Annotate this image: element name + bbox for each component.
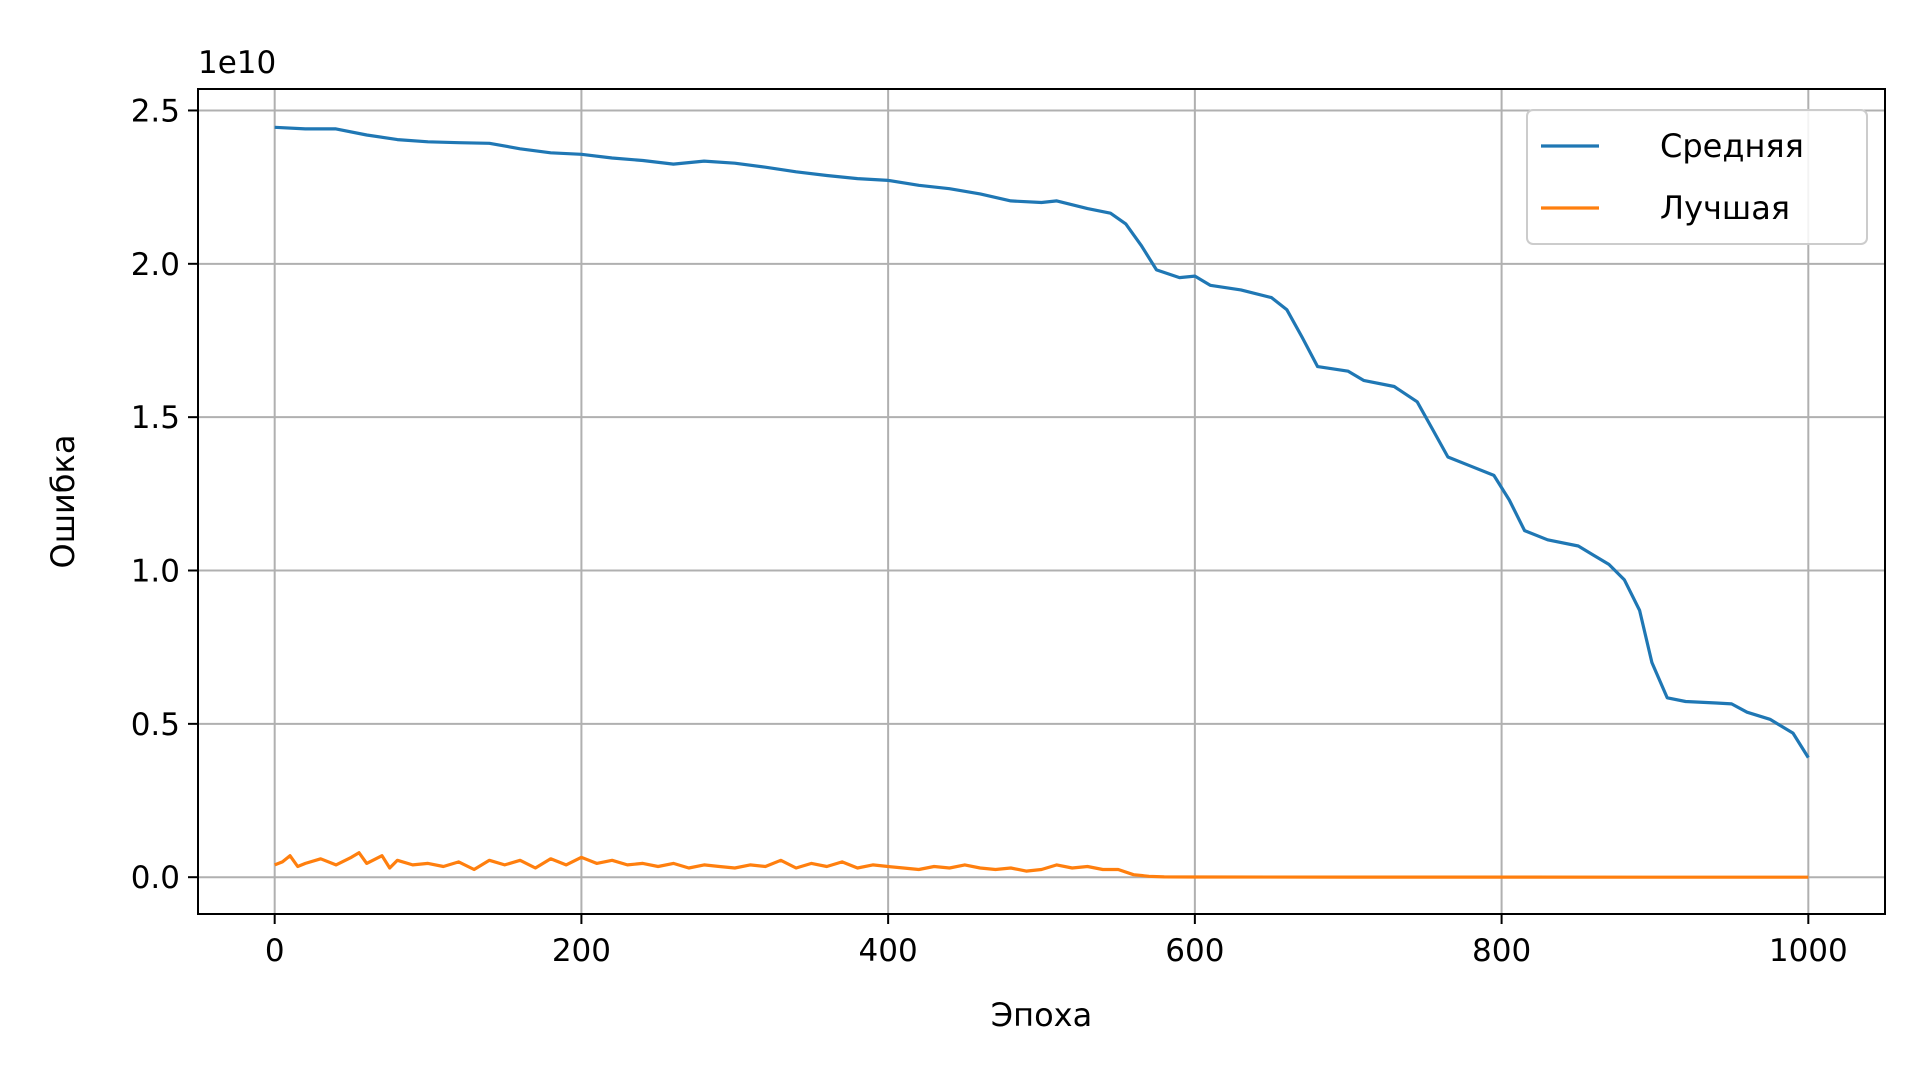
- y-tick-label: 2.5: [131, 93, 180, 129]
- legend-label: Лучшая: [1660, 189, 1790, 227]
- x-tick-label: 0: [265, 933, 285, 969]
- x-axis-label: Эпоха: [991, 996, 1092, 1034]
- y-tick-label: 1.5: [131, 400, 180, 436]
- series-line-1: [274, 125, 1810, 759]
- y-tick-label: 0.5: [131, 707, 180, 743]
- ticks: 0 200 400 600 800 1000 0.0 0.5 1.0 1.5 2.0 2.5: [131, 93, 1848, 969]
- x-tick-label: 200: [552, 933, 611, 969]
- y-tick-label: 2.0: [131, 247, 180, 283]
- y-tick-label: 1.0: [131, 554, 180, 590]
- x-tick-label: 400: [859, 933, 918, 969]
- x-tick-label: 800: [1472, 933, 1531, 969]
- y-offset-text: 1e10: [198, 45, 276, 81]
- y-tick-label: 0.0: [131, 860, 180, 896]
- legend-box: [1526, 109, 1868, 245]
- series-line-2: [274, 851, 1809, 879]
- x-tick-label: 600: [1165, 933, 1224, 969]
- legend: Средняя Лучшая: [1526, 109, 1868, 245]
- x-tick-label: 1000: [1769, 933, 1848, 969]
- series-layer: [274, 125, 1810, 879]
- legend-label: Средняя: [1660, 127, 1804, 165]
- y-axis-label: Ошибка: [44, 435, 82, 569]
- plot-frame: [197, 88, 1886, 915]
